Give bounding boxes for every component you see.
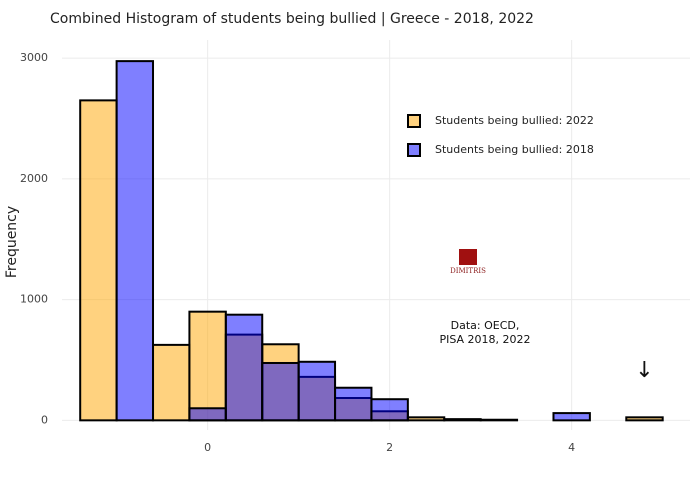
bar: [79, 99, 118, 422]
bar: [370, 398, 409, 422]
y-axis-title: Frequency: [4, 206, 20, 278]
bar: [224, 313, 264, 422]
y-tick-label: 2000: [20, 172, 48, 185]
bar: [261, 361, 300, 422]
bar: [188, 407, 227, 422]
logo-text: DIMITRIS: [450, 267, 486, 275]
x-tick-label: 4: [568, 441, 575, 454]
legend-label: Students being bullied: 2022: [435, 114, 594, 127]
bar: [152, 343, 191, 422]
legend-swatch: [407, 114, 421, 128]
bar: [443, 418, 482, 422]
x-tick-label: 2: [386, 441, 393, 454]
logo: DIMITRIS: [450, 249, 486, 275]
chart-title: Combined Histogram of students being bul…: [50, 11, 534, 27]
bar: [479, 418, 519, 422]
annotation: PISA 2018, 2022: [439, 333, 530, 346]
legend-label: Students being bullied: 2018: [435, 143, 594, 156]
bar: [334, 386, 373, 422]
bar: [552, 412, 591, 422]
bar: [406, 416, 446, 422]
y-tick-label: 1000: [20, 293, 48, 306]
bar: [625, 416, 664, 422]
annotation: ↓: [635, 358, 653, 383]
y-tick-label: 0: [41, 413, 48, 426]
bar: [297, 360, 337, 422]
annotation: Data: OECD,: [451, 319, 520, 332]
logo-mark: [459, 249, 477, 265]
x-tick-label: 0: [204, 441, 211, 454]
y-tick-label: 3000: [20, 51, 48, 64]
bar: [188, 310, 227, 422]
legend-swatch: [407, 143, 421, 157]
bar: [115, 60, 155, 422]
